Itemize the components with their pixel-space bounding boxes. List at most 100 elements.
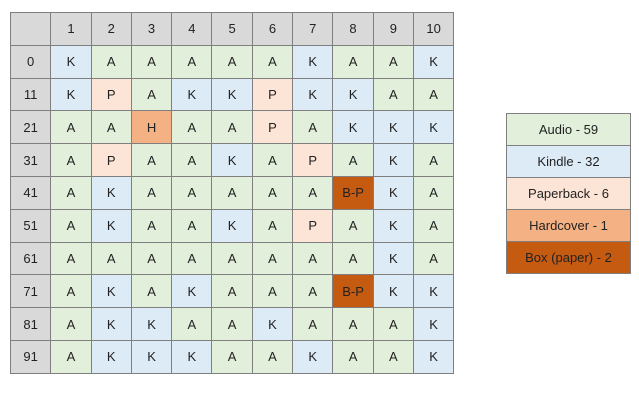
- grid-cell: K: [372, 175, 414, 210]
- grid-cell: A: [372, 77, 414, 112]
- table-row: 31 A P A A K A P A K A: [9, 143, 455, 177]
- table-row: 51 A K A A K A P A K A: [9, 208, 455, 243]
- grid-cell: A: [211, 110, 253, 145]
- grid-cell: A: [412, 175, 455, 210]
- row-header: 81: [9, 307, 52, 341]
- grid-cell: A: [292, 307, 334, 341]
- grid-cell: A: [251, 175, 294, 210]
- column-header: 3: [130, 12, 173, 46]
- row-header: 0: [9, 44, 52, 79]
- grid-cell: K: [412, 274, 455, 309]
- grid-cell: H: [130, 110, 173, 145]
- grid-cell: K: [211, 143, 253, 177]
- grid-cell: A: [332, 143, 374, 177]
- grid-cell: K: [372, 241, 414, 276]
- grid-cell: K: [90, 208, 132, 243]
- grid-cell: K: [412, 339, 455, 374]
- table-row: 41 A K A A A A A B-P K A: [9, 175, 455, 210]
- grid-cell: A: [332, 339, 374, 374]
- column-header: 1: [50, 12, 92, 46]
- grid-cell: A: [211, 241, 253, 276]
- grid-cell: K: [372, 208, 414, 243]
- grid-cell: A: [251, 44, 294, 79]
- grid-cell: A: [50, 339, 92, 374]
- grid-cell: K: [372, 274, 414, 309]
- grid-cell: P: [90, 77, 132, 112]
- grid-cell: A: [171, 143, 213, 177]
- legend-item: Hardcover - 1: [506, 209, 631, 242]
- table-row: 11 K P A K K P K K A A: [9, 77, 455, 112]
- grid-cell: A: [292, 175, 334, 210]
- table-row: 91 A K K K A A K A A K: [9, 339, 455, 374]
- grid-cell: P: [251, 110, 294, 145]
- column-header: 2: [90, 12, 132, 46]
- grid-cell: K: [90, 175, 132, 210]
- grid-cell: K: [372, 110, 414, 145]
- column-header: 5: [211, 12, 253, 46]
- grid-cell: A: [251, 274, 294, 309]
- row-header: 71: [9, 274, 52, 309]
- grid-cell: A: [211, 339, 253, 374]
- grid-cell: K: [412, 44, 455, 79]
- legend-item: Audio - 59: [506, 113, 631, 146]
- column-header: 8: [332, 12, 374, 46]
- book-format-grid: 1 2 3 4 5 6 7 8 9 10 0 K A A A A A K A A K 11 K P A K K P K K A A 21 A A H A…: [9, 12, 455, 374]
- grid-cell: A: [130, 175, 173, 210]
- grid-cell: A: [171, 175, 213, 210]
- grid-cell: A: [412, 77, 455, 112]
- grid-cell: A: [171, 208, 213, 243]
- grid-cell: A: [130, 274, 173, 309]
- grid-cell: A: [130, 44, 173, 79]
- grid-cell: A: [171, 241, 213, 276]
- row-header: 41: [9, 175, 52, 210]
- grid-cell: A: [292, 110, 334, 145]
- grid-cell: A: [332, 307, 374, 341]
- grid-cell: A: [412, 208, 455, 243]
- grid-cell: A: [251, 241, 294, 276]
- grid-cell: K: [50, 44, 92, 79]
- grid-cell: P: [292, 143, 334, 177]
- grid-cell: K: [332, 110, 374, 145]
- grid-cell: K: [211, 77, 253, 112]
- grid-cell: A: [292, 241, 334, 276]
- table-row: 61 A A A A A A A A K A: [9, 241, 455, 276]
- legend-item: Box (paper) - 2: [506, 241, 631, 274]
- grid-cell: K: [292, 339, 334, 374]
- legend: Audio - 59 Kindle - 32 Paperback - 6 Hardco…: [506, 113, 631, 274]
- grid-cell: K: [130, 307, 173, 341]
- grid-cell: A: [372, 339, 414, 374]
- grid-cell: A: [332, 241, 374, 276]
- column-header: 4: [171, 12, 213, 46]
- grid-cell: A: [50, 175, 92, 210]
- grid-cell: K: [90, 339, 132, 374]
- grid-cell: A: [372, 44, 414, 79]
- header-row: 1 2 3 4 5 6 7 8 9 10: [9, 12, 455, 46]
- grid-cell: A: [50, 274, 92, 309]
- grid-cell: A: [171, 307, 213, 341]
- grid-cell: P: [251, 77, 294, 112]
- grid-cell: A: [171, 44, 213, 79]
- table-row: 71 A K A K A A A B-P K K: [9, 274, 455, 309]
- grid-cell: A: [211, 274, 253, 309]
- grid-cell: A: [372, 307, 414, 341]
- grid-cell: A: [130, 77, 173, 112]
- grid-cell: K: [292, 77, 334, 112]
- grid-cell: K: [332, 77, 374, 112]
- grid-cell: K: [292, 44, 334, 79]
- grid-cell: A: [412, 143, 455, 177]
- grid-cell: A: [251, 208, 294, 243]
- column-header: 10: [412, 12, 455, 46]
- grid-cell: A: [90, 241, 132, 276]
- grid-cell: K: [50, 77, 92, 112]
- grid-cell: A: [251, 143, 294, 177]
- grid-cell: A: [130, 143, 173, 177]
- grid-cell: K: [211, 208, 253, 243]
- table-row: 81 A K K A A K A A A K: [9, 307, 455, 341]
- row-header: 31: [9, 143, 52, 177]
- grid-cell: K: [130, 339, 173, 374]
- grid-cell: A: [332, 208, 374, 243]
- legend-item: Paperback - 6: [506, 177, 631, 210]
- column-header: 6: [251, 12, 294, 46]
- grid-cell: K: [171, 339, 213, 374]
